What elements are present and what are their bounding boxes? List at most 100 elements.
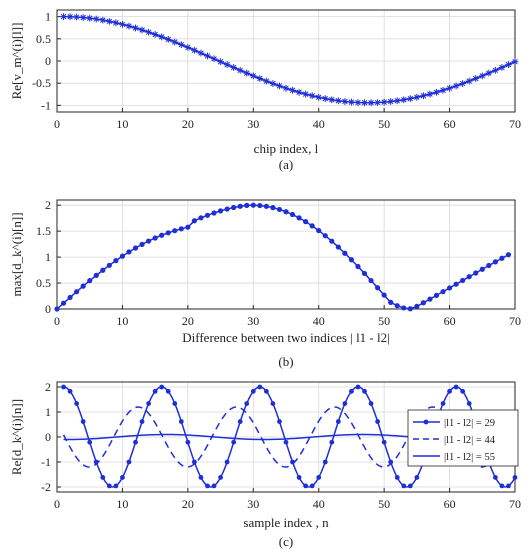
data-point: [368, 401, 374, 406]
y-tick-label: 1: [45, 250, 51, 264]
data-point: [439, 86, 447, 94]
data-point: [223, 61, 231, 69]
data-point: [113, 258, 119, 264]
data-point: [230, 64, 238, 71]
data-point: [152, 388, 158, 394]
data-point: [106, 483, 112, 489]
data-point: [355, 263, 361, 270]
x-tick-label: 10: [116, 117, 128, 131]
data-point: [308, 92, 316, 100]
data-point: [303, 219, 309, 225]
x-tick-label: 70: [509, 497, 521, 511]
data-point: [263, 203, 269, 209]
y-tick-label: -2: [41, 480, 51, 494]
x-tick-label: 30: [247, 497, 259, 511]
legend-label: |l1 - l2| = 55: [444, 452, 495, 463]
data-point: [335, 244, 341, 250]
data-point: [269, 80, 277, 87]
data-point: [446, 285, 453, 291]
y-tick-label: 0: [45, 54, 51, 68]
data-point: [406, 95, 414, 103]
data-point: [218, 475, 223, 480]
data-point: [289, 211, 296, 218]
data-point: [473, 270, 479, 276]
x-tick-label: 40: [313, 117, 325, 131]
y-tick-label: 0.5: [36, 276, 51, 290]
data-point: [342, 401, 348, 406]
data-point: [400, 96, 408, 104]
data-point: [120, 475, 125, 480]
y-tick-label: 1: [45, 10, 51, 24]
data-point: [197, 49, 205, 57]
data-point: [204, 52, 211, 60]
data-point: [172, 228, 178, 234]
data-point: [394, 303, 400, 309]
x-tick-label: 70: [509, 314, 521, 328]
data-point: [466, 401, 472, 406]
data-point: [296, 215, 302, 221]
data-point: [486, 262, 492, 269]
data-point: [393, 97, 401, 105]
data-point: [375, 285, 381, 291]
legend-label: |l1 - l2| = 29: [444, 418, 495, 429]
data-point: [479, 266, 485, 272]
data-point: [380, 98, 388, 106]
data-point: [453, 384, 459, 390]
data-point: [152, 235, 158, 241]
data-point: [407, 483, 413, 489]
y-tick-label: 0: [45, 302, 51, 316]
data-point: [499, 483, 505, 489]
x-tick-label: 10: [116, 314, 128, 328]
data-point: [106, 262, 112, 268]
data-point: [276, 206, 283, 213]
data-point: [178, 226, 184, 232]
data-point: [211, 210, 217, 216]
series-line: [63, 15, 516, 104]
data-point: [126, 249, 132, 255]
data-point: [67, 294, 73, 301]
data-point: [257, 384, 263, 390]
data-point: [512, 475, 518, 480]
data-point: [80, 419, 86, 424]
data-point: [60, 300, 67, 306]
data-point: [191, 46, 198, 54]
data-point: [113, 483, 119, 489]
data-point: [440, 289, 446, 295]
x-tick-label: 50: [378, 314, 390, 328]
data-point: [289, 86, 296, 94]
panel-a: 0 10 20 30 40 50 60 70 -1 -0.5 0 0.5 1 chip index, l(…: [9, 9, 521, 172]
data-point: [341, 98, 349, 105]
data-point: [478, 72, 486, 80]
data-point: [381, 292, 387, 298]
data-point: [217, 58, 224, 66]
data-point: [452, 82, 460, 90]
data-point: [295, 88, 303, 96]
data-point: [244, 202, 250, 208]
x-tick-label: 20: [182, 314, 194, 328]
data-point: [355, 384, 361, 390]
y-tick-label: -1: [41, 98, 51, 112]
data-point: [460, 277, 466, 284]
data-point: [270, 401, 276, 406]
x-tick-label: 20: [182, 117, 194, 131]
data-point: [334, 97, 342, 105]
data-point: [315, 93, 323, 101]
data-point: [119, 253, 126, 259]
data-point: [132, 24, 139, 32]
data-point: [322, 459, 328, 465]
data-point: [243, 69, 251, 77]
data-point: [100, 267, 106, 273]
x-tick-label: 20: [182, 497, 194, 511]
data-point: [61, 384, 66, 390]
data-point: [80, 283, 86, 289]
data-point: [184, 44, 192, 51]
data-point: [54, 306, 60, 312]
data-point: [126, 459, 132, 465]
data-point: [250, 388, 256, 394]
data-point: [93, 272, 99, 278]
x-tick-label: 10: [116, 497, 128, 511]
data-point: [335, 419, 341, 424]
data-point: [224, 459, 230, 465]
data-point: [257, 202, 263, 209]
data-point: [87, 278, 93, 284]
